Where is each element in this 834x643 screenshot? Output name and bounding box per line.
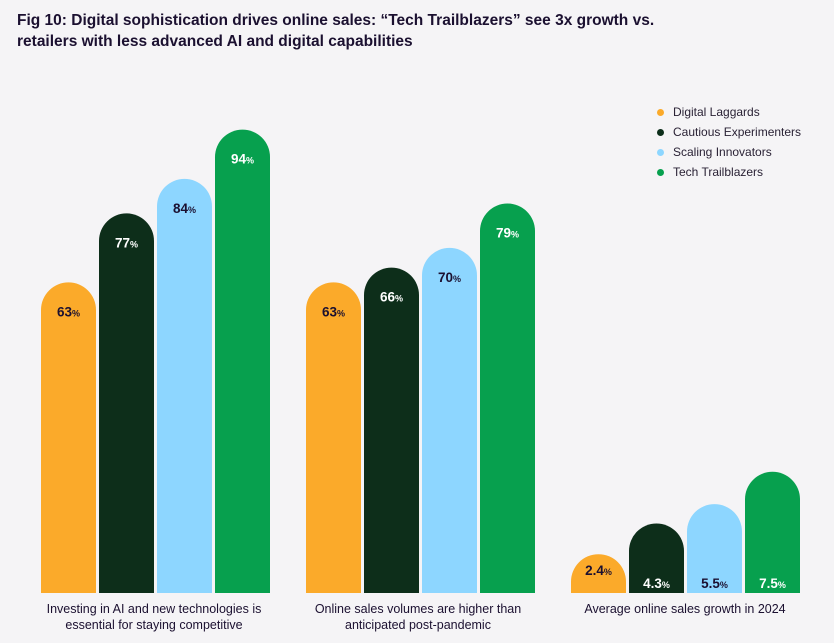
- legend-label: Scaling Innovators: [673, 145, 772, 159]
- legend-item-cautious-experimenters: Cautious Experimenters: [657, 122, 801, 142]
- legend-item-tech-trailblazers: Tech Trailblazers: [657, 162, 801, 182]
- legend-swatch: [657, 168, 664, 176]
- bar-digital-laggards-2: [571, 554, 626, 593]
- data-label: 94%: [231, 152, 254, 167]
- data-label: 79%: [496, 226, 519, 241]
- legend-swatch: [657, 148, 664, 156]
- legend-label: Tech Trailblazers: [673, 165, 764, 179]
- data-label: 5.5%: [701, 576, 728, 591]
- data-label: 77%: [115, 235, 138, 250]
- data-label: 4.3%: [643, 576, 670, 591]
- data-label: 7.5%: [759, 576, 786, 591]
- bar-cautious-experimenters-2: [629, 523, 684, 593]
- data-label: 70%: [438, 270, 461, 285]
- legend-item-digital-laggards: Digital Laggards: [657, 102, 801, 122]
- bar-tech-trailblazers-1: [480, 203, 535, 593]
- legend-swatch: [657, 108, 664, 116]
- bar-digital-laggards-0: [41, 282, 96, 593]
- data-label: 84%: [173, 201, 196, 216]
- chart-title: Fig 10: Digital sophistication drives on…: [17, 12, 655, 50]
- bar-cautious-experimenters-1: [364, 267, 419, 593]
- data-label: 63%: [322, 304, 345, 319]
- bar-tech-trailblazers-0: [215, 129, 270, 593]
- legend-label: Digital Laggards: [673, 105, 760, 119]
- bar-tech-trailblazers-2: [745, 471, 800, 593]
- data-label: 66%: [380, 290, 403, 305]
- bar-scaling-innovators-1: [422, 247, 477, 594]
- legend-item-scaling-innovators: Scaling Innovators: [657, 142, 801, 162]
- data-label: 63%: [57, 304, 80, 319]
- category-label-online-sales: Online sales volumes are higher than ant…: [314, 602, 522, 632]
- legend-label: Cautious Experimenters: [673, 125, 802, 139]
- legend-swatch: [657, 128, 664, 136]
- category-label-investing: Investing in AI and new technologies is …: [46, 602, 262, 632]
- category-label-growth: Average online sales growth in 2024: [584, 602, 786, 616]
- data-label: 2.4%: [585, 563, 612, 578]
- bar-scaling-innovators-0: [157, 178, 212, 593]
- legend: Digital Laggards Cautious Experimenters …: [657, 102, 801, 182]
- bar-digital-laggards-1: [306, 282, 361, 593]
- bar-scaling-innovators-2: [687, 504, 742, 593]
- bar-cautious-experimenters-0: [99, 213, 154, 593]
